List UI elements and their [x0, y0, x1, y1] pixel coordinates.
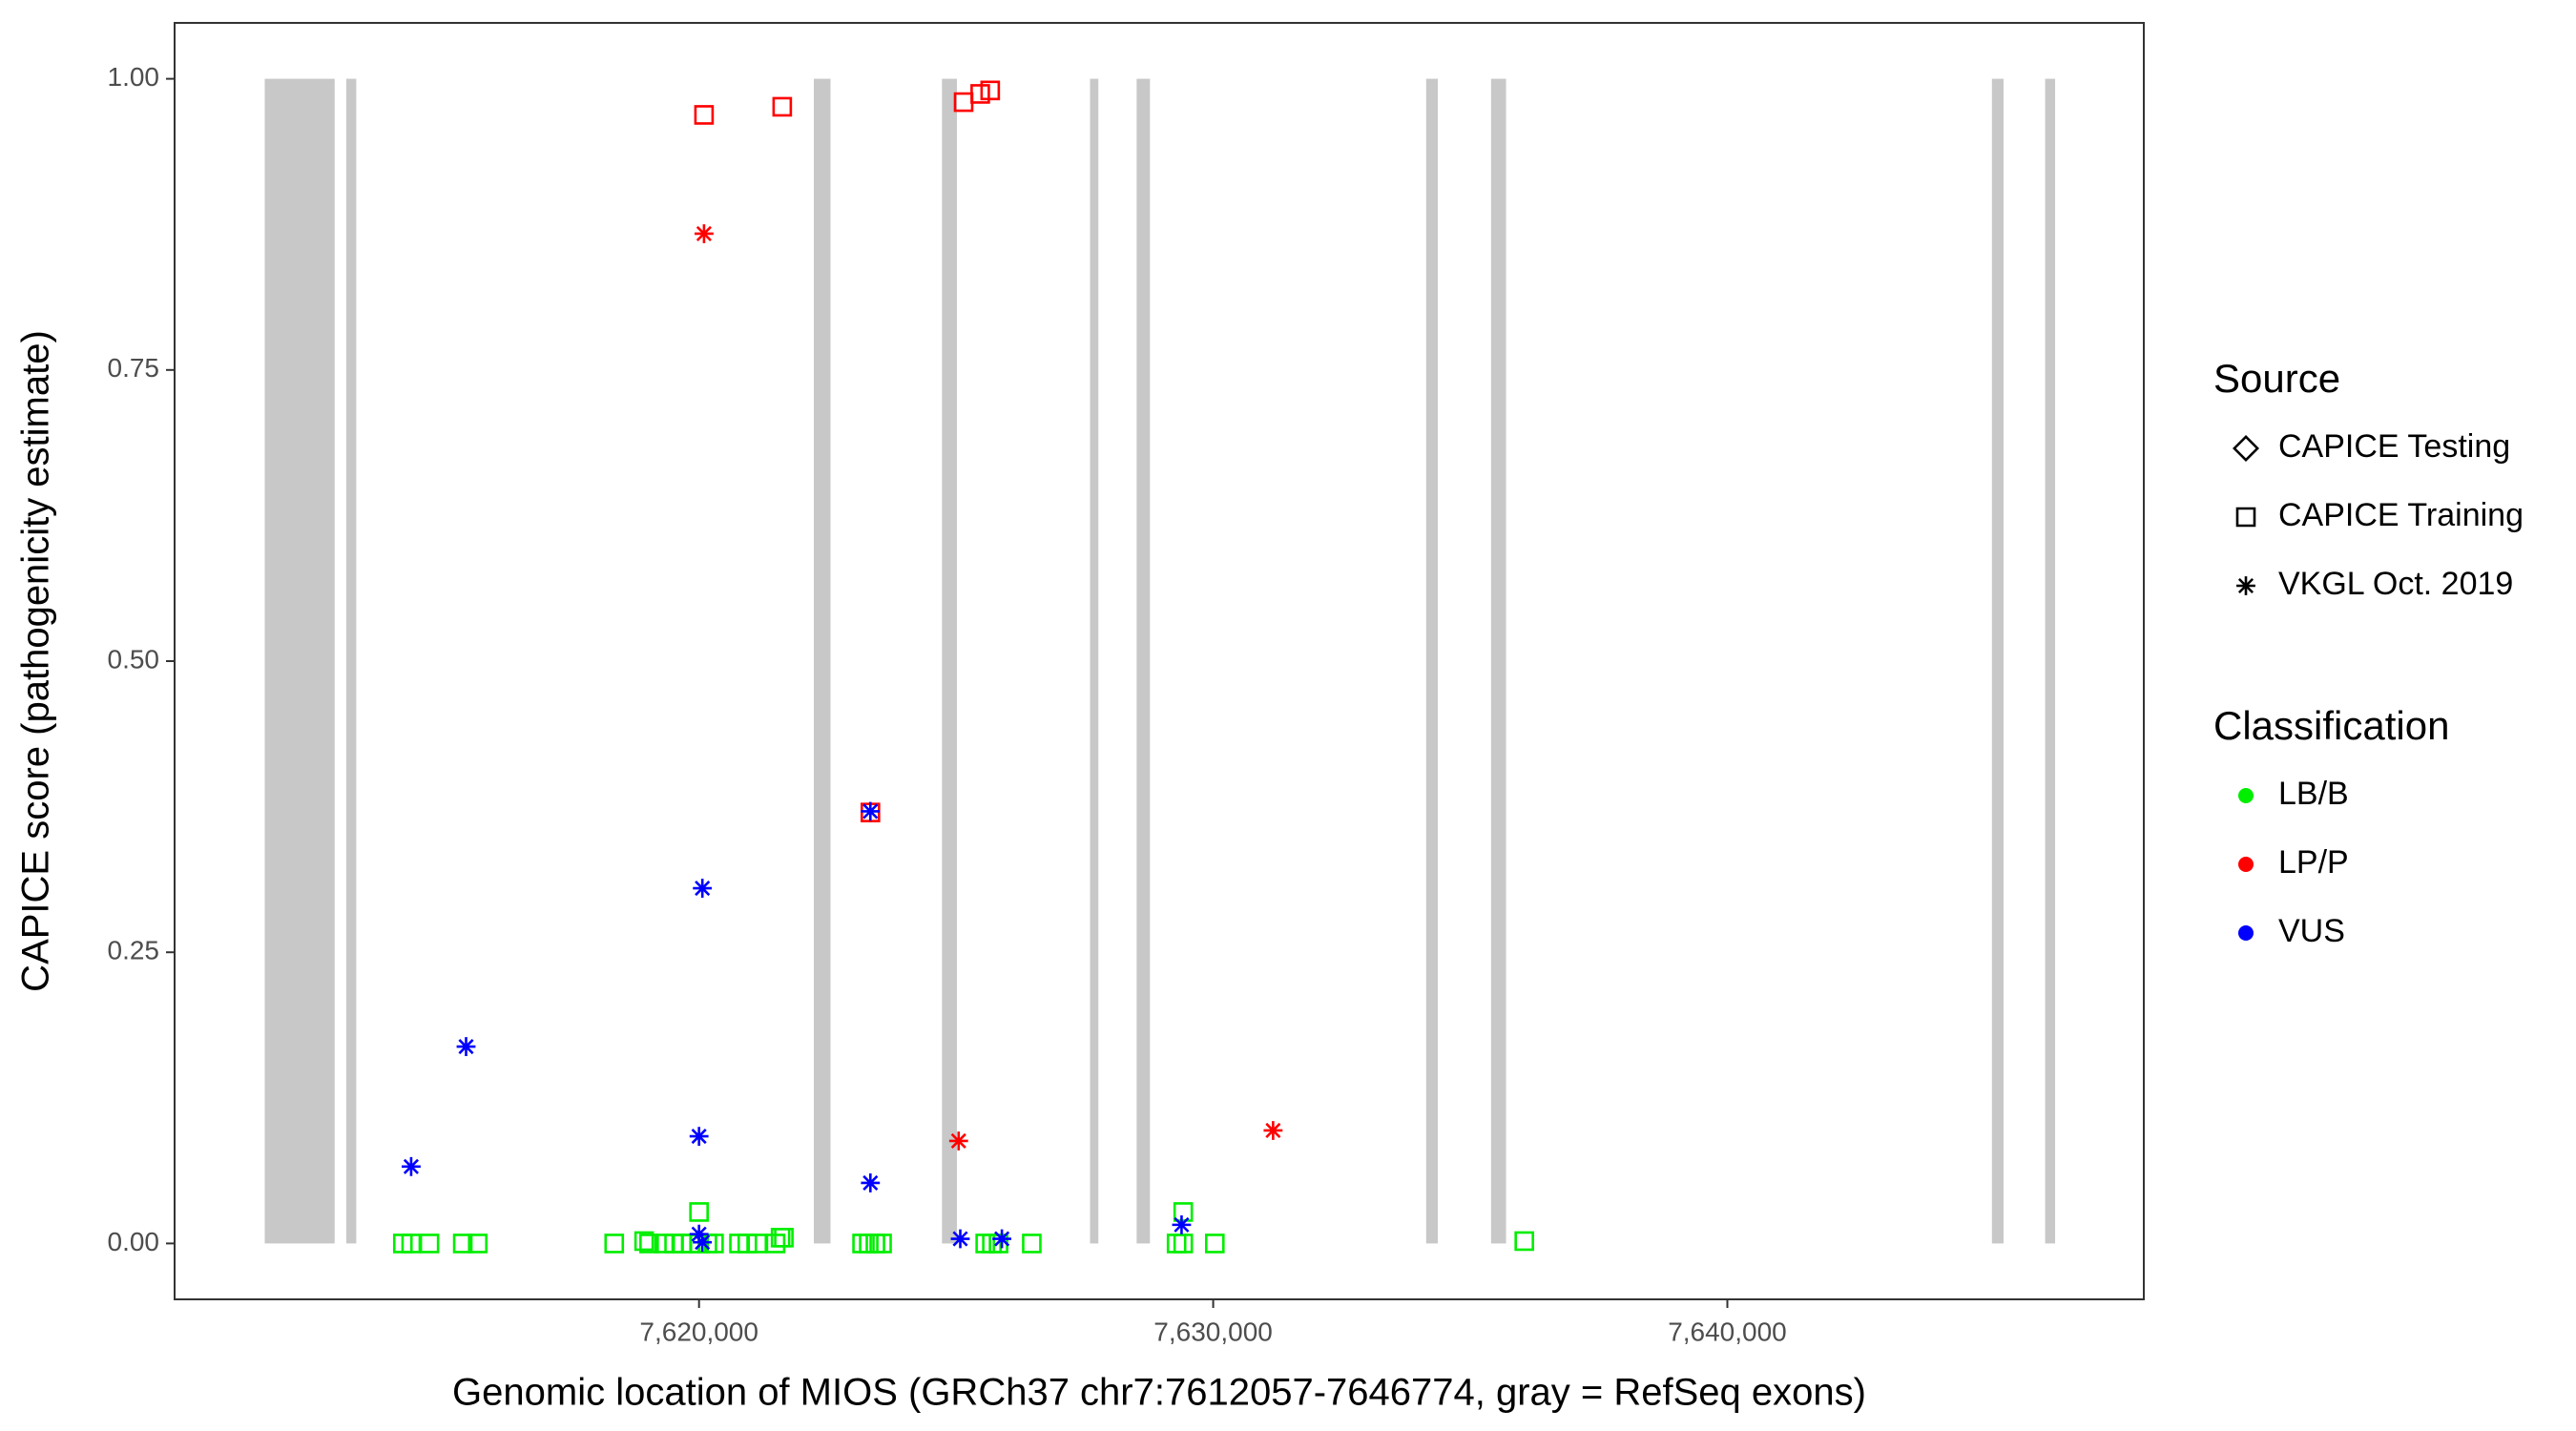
point — [747, 1234, 768, 1254]
legend-label: LP/P — [2278, 844, 2349, 881]
point — [694, 105, 715, 125]
point — [860, 802, 881, 823]
point — [774, 1228, 794, 1248]
x-axis-title: Genomic location of MIOS (GRCh37 chr7:76… — [452, 1372, 1866, 1414]
point — [772, 96, 793, 117]
point — [693, 1233, 713, 1253]
panel-border — [174, 22, 2145, 1300]
point — [689, 1202, 709, 1222]
point — [604, 1234, 625, 1254]
point — [970, 84, 990, 104]
point — [1205, 1234, 1225, 1254]
legend-title: Source — [2213, 356, 2340, 401]
exon — [814, 78, 831, 1244]
x-tick-label: 7,630,000 — [1153, 1317, 1273, 1346]
point — [419, 1234, 440, 1254]
point — [872, 1234, 892, 1254]
point — [975, 1234, 995, 1254]
legend-key — [2235, 507, 2256, 528]
legend-key — [2238, 788, 2254, 803]
legend-label: VKGL Oct. 2019 — [2278, 566, 2513, 602]
y-tick-label: 0.25 — [108, 936, 160, 965]
point — [1514, 1231, 1534, 1252]
legend-key — [2233, 435, 2259, 462]
point — [1022, 1234, 1042, 1254]
legend-label: CAPICE Training — [2278, 497, 2524, 533]
point — [402, 1156, 421, 1176]
x-tick-label: 7,640,000 — [1668, 1317, 1787, 1346]
point — [861, 801, 881, 821]
point — [861, 1173, 881, 1192]
point — [689, 1224, 709, 1244]
legend-key — [2236, 576, 2255, 595]
point — [948, 1131, 968, 1151]
exon — [1090, 78, 1099, 1244]
exon — [345, 78, 357, 1244]
point — [865, 1234, 885, 1254]
point — [852, 1234, 872, 1254]
y-axis-title: CAPICE score (pathogenicity estimate) — [15, 330, 57, 992]
point — [1173, 1234, 1194, 1254]
point — [1166, 1234, 1187, 1254]
point — [1263, 1121, 1283, 1140]
legend-title: Classification — [2213, 703, 2449, 748]
exon — [2045, 78, 2056, 1244]
exon — [1991, 78, 2004, 1244]
x-tick-label: 7,620,000 — [639, 1317, 758, 1346]
exon — [942, 78, 957, 1244]
legend-key — [2238, 925, 2254, 941]
point — [859, 1234, 879, 1254]
point — [467, 1234, 488, 1254]
point — [765, 1234, 786, 1254]
point — [456, 1037, 476, 1056]
legend-label: VUS — [2278, 913, 2345, 949]
point — [1172, 1214, 1192, 1234]
point — [950, 1229, 970, 1249]
y-tick-label: 1.00 — [108, 62, 160, 92]
point — [695, 224, 714, 243]
y-tick-label: 0.75 — [108, 353, 160, 383]
point — [689, 1127, 709, 1146]
exon — [1136, 78, 1151, 1244]
point — [634, 1231, 654, 1252]
legend-label: CAPICE Testing — [2278, 428, 2510, 465]
y-tick-label: 0.00 — [108, 1227, 160, 1256]
exon — [1425, 78, 1439, 1244]
legend-key — [2238, 857, 2254, 872]
point — [693, 879, 713, 898]
point — [992, 1229, 1011, 1249]
exon — [264, 78, 335, 1244]
point — [953, 92, 974, 113]
point — [1173, 1202, 1194, 1222]
y-tick-label: 0.50 — [108, 644, 160, 674]
legend-label: LB/B — [2278, 776, 2349, 812]
exon — [1490, 78, 1506, 1244]
point — [980, 80, 1001, 101]
